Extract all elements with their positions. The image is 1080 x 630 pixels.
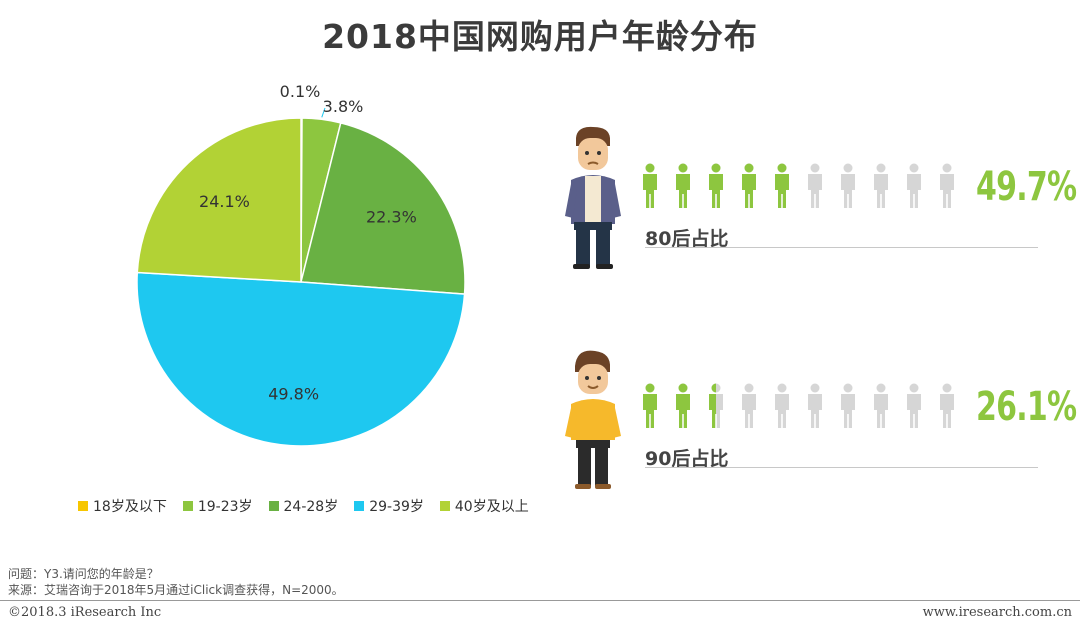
person-icon (772, 163, 792, 213)
legend-item-2: 24-28岁 (268, 496, 339, 516)
person-icon (805, 383, 825, 433)
boy-avatar-icon (563, 348, 623, 502)
person-icon (937, 383, 957, 433)
person-icon (805, 163, 825, 213)
pie-value-label-2: 22.3% (366, 208, 417, 227)
chart-title: 2018中国网购用户年龄分布 (322, 17, 758, 56)
footer-divider (0, 600, 1080, 601)
legend-label-2: 24-28岁 (283, 499, 339, 515)
person-icon (871, 383, 891, 433)
ratio-90s-label: 90后占比 (645, 448, 729, 470)
ratio-icons-80s (640, 163, 957, 213)
person-icon (838, 383, 858, 433)
legend-item-0: 18岁及以下 (78, 496, 167, 516)
pie-slices (136, 117, 466, 447)
ratio-90s-percent: 26.1% (976, 384, 1077, 430)
pie-value-label-4: 24.1% (199, 192, 250, 211)
person-icon (871, 163, 891, 213)
pie-value-label-3: 49.8% (268, 384, 319, 403)
pie-slice-4 (136, 117, 302, 283)
legend-label-1: 19-23岁 (197, 499, 253, 515)
ratio-90s-divider (645, 467, 1038, 468)
legend-item-1: 19-23岁 (182, 496, 253, 516)
ratio-icons-90s (640, 383, 957, 433)
person-icon (673, 383, 693, 433)
man-avatar-icon (563, 124, 623, 278)
source-note: 来源：艾瑞咨询于2018年5月通过iClick调查获得，N=2000。 (8, 583, 344, 597)
question-note: 问题：Y3.请问您的年龄是？ (8, 567, 159, 581)
person-icon (706, 163, 726, 213)
ratio-80s-label: 80后占比 (645, 228, 729, 250)
legend-swatch-2 (268, 501, 279, 511)
legend-label-4: 40岁及以上 (454, 499, 529, 515)
leader-line-1 (321, 107, 326, 118)
person-icon (706, 383, 726, 433)
pie-value-label-1: 3.8% (323, 97, 364, 116)
legend-item-4: 40岁及以上 (439, 496, 529, 516)
person-icon (904, 163, 924, 213)
pie-labels: 0.1%3.8% 22.3% 49.8% 24.1% (199, 82, 417, 403)
person-icon (937, 163, 957, 213)
legend-swatch-3 (354, 501, 365, 511)
chart-legend: 18岁及以下 19-23岁 24-28岁 29-39岁 40岁及以上 (78, 496, 529, 516)
person-icon (838, 163, 858, 213)
pie-value-label-0: 0.1% (280, 82, 321, 101)
person-icon (673, 163, 693, 213)
person-icon (772, 383, 792, 433)
legend-label-3: 29-39岁 (369, 499, 424, 515)
legend-swatch-1 (182, 501, 193, 511)
ratio-80s-percent: 49.7% (976, 164, 1077, 210)
pie-slice-3 (136, 271, 466, 447)
legend-label-0: 18岁及以下 (93, 499, 167, 515)
ratio-80s-divider (645, 247, 1038, 248)
person-icon (739, 383, 759, 433)
legend-item-3: 29-39岁 (354, 496, 424, 516)
copyright-text: ©2018.3 iResearch Inc (8, 605, 162, 620)
legend-swatch-0 (78, 501, 88, 511)
person-icon (904, 383, 924, 433)
legend-swatch-4 (439, 501, 450, 511)
person-icon (640, 163, 660, 213)
pie-slice-2 (300, 121, 466, 295)
website-link[interactable]: www.iresearch.com.cn (922, 605, 1072, 620)
person-icon (739, 163, 759, 213)
person-icon (640, 383, 660, 433)
